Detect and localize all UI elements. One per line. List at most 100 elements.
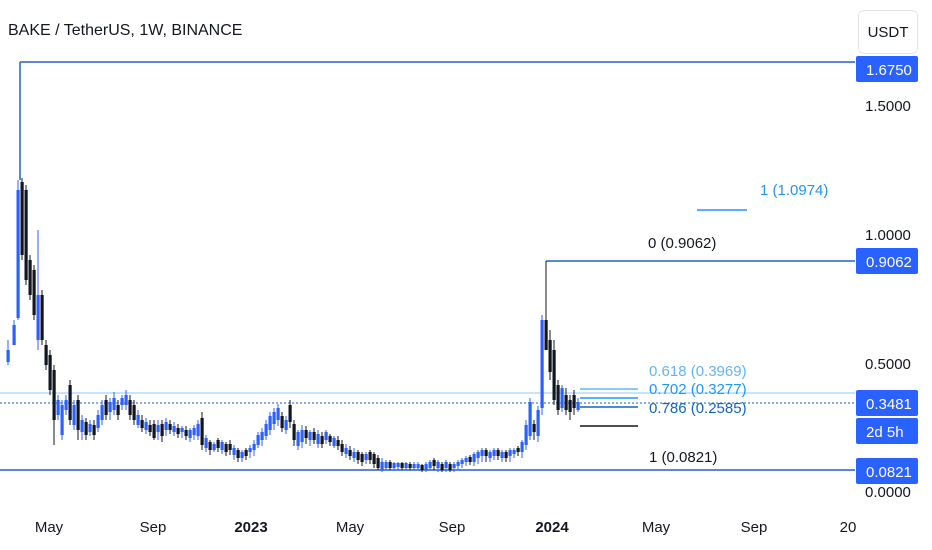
candle-body [560, 388, 564, 408]
candle-body [512, 450, 516, 454]
countdown-badge [856, 418, 918, 444]
candle-body [136, 415, 140, 425]
candle-body [152, 424, 156, 438]
price-badge [856, 248, 918, 274]
candle-body [548, 340, 552, 372]
candle-body [220, 442, 224, 450]
candle-body [256, 435, 260, 445]
x-tick-label: Sep [140, 519, 167, 536]
candle-body [180, 428, 184, 432]
candle-body [332, 438, 336, 446]
candle-body [472, 454, 476, 462]
candle-body [496, 450, 500, 456]
x-tick-label: Sep [439, 519, 466, 536]
x-tick-label: 20 [840, 519, 857, 536]
candle-body [360, 454, 364, 462]
candle-body [344, 448, 348, 454]
candle-body [148, 425, 152, 432]
candle-body [196, 424, 200, 436]
candle-body [372, 454, 376, 464]
candle-body [76, 400, 80, 430]
candle-body [412, 464, 416, 468]
candle-body [536, 410, 540, 436]
candle-body [264, 424, 268, 436]
price-badge [856, 458, 918, 484]
candle-body [252, 444, 256, 450]
candle-body [468, 457, 472, 462]
x-tick-label: 2023 [234, 519, 267, 536]
candle-body [164, 422, 168, 430]
price-badge-label: 1.6750 [866, 62, 912, 79]
candle-body [12, 325, 16, 345]
candle-body [488, 452, 492, 458]
candle-body [292, 424, 296, 440]
fib-level-label: 0.786 (0.2585) [649, 400, 747, 417]
candle-body [436, 462, 440, 468]
x-tick-label: May [336, 519, 365, 536]
candle-body [368, 452, 372, 460]
candle-body [400, 463, 404, 468]
candle-body [480, 450, 484, 456]
candle-body [140, 420, 144, 428]
candle-body [244, 450, 248, 456]
candle-body [212, 444, 216, 450]
candle-body [68, 385, 72, 420]
chart-title: BAKE / TetherUS, 1W, BINANCE [8, 22, 243, 39]
candle-body [420, 465, 424, 470]
candle-body [408, 464, 412, 468]
candle-body [288, 405, 292, 422]
candle-body [248, 448, 252, 452]
candle-body [260, 432, 264, 440]
candle-body [384, 462, 388, 468]
candle-body [132, 405, 136, 420]
candle-body [460, 460, 464, 464]
candle-body [356, 452, 360, 460]
candle-body [304, 430, 308, 438]
countdown-badge-label: 2d 5h [866, 424, 904, 441]
candle-body [276, 408, 280, 420]
candle-body [336, 440, 340, 446]
candle-body [328, 436, 332, 442]
candle-body [556, 385, 560, 410]
candle-body [232, 448, 236, 455]
candle-body [228, 444, 232, 450]
candle-body [120, 398, 124, 405]
candle-body [128, 400, 132, 415]
candle-body [176, 428, 180, 434]
candle-body [172, 426, 176, 432]
candle-body [388, 462, 392, 468]
candle-body [416, 464, 420, 468]
candle-body [272, 412, 276, 424]
candle-body [284, 420, 288, 430]
candle-body [320, 436, 324, 444]
candle-body [48, 355, 52, 390]
candle-body [340, 444, 344, 452]
candle-body [240, 452, 244, 458]
candle-body [268, 416, 272, 430]
candle-body [352, 452, 356, 458]
candle-body [156, 425, 160, 432]
candle-body [84, 422, 88, 435]
candle-body [6, 350, 10, 362]
candle-body [432, 460, 436, 466]
candle-body [204, 438, 208, 448]
candle-body [20, 182, 24, 255]
candle-body [168, 424, 172, 430]
candle-body [516, 448, 520, 452]
candle-body [552, 350, 556, 400]
candle-body [300, 430, 304, 442]
candle-body [456, 462, 460, 466]
candle-body [124, 395, 128, 405]
candle-body [92, 425, 96, 435]
candle-body [40, 295, 44, 340]
candle-body [380, 462, 384, 470]
fib-level-label: 1 (1.0974) [760, 182, 828, 199]
candle-body [112, 398, 116, 410]
currency-button[interactable]: USDT [858, 10, 918, 54]
candle-body [52, 370, 56, 420]
candle-body [424, 464, 428, 470]
candle-body [348, 450, 352, 456]
y-tick-label: 0.5000 [865, 356, 911, 373]
candle-body [188, 430, 192, 438]
